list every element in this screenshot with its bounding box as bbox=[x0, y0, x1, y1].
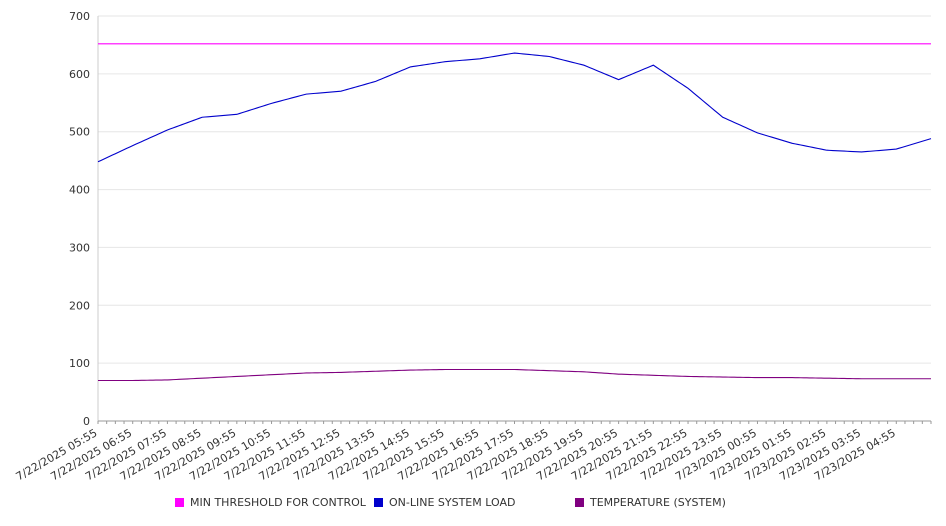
x-axis-ticks: 7/22/2025 05:557/22/2025 06:557/22/2025 … bbox=[14, 426, 898, 483]
y-tick-label: 0 bbox=[83, 415, 90, 428]
legend-label: MIN THRESHOLD FOR CONTROL bbox=[190, 496, 366, 509]
legend-swatch bbox=[175, 498, 184, 507]
legend-item: TEMPERATURE (SYSTEM) bbox=[575, 496, 726, 509]
legend: MIN THRESHOLD FOR CONTROL ON-LINE SYSTEM … bbox=[0, 496, 946, 516]
y-tick-label: 100 bbox=[69, 357, 90, 370]
gridlines bbox=[98, 15, 931, 364]
axes bbox=[97, 16, 932, 424]
y-axis-ticks: 0 100 200 300 400 500 600 700 bbox=[69, 10, 90, 428]
legend-label: TEMPERATURE (SYSTEM) bbox=[590, 496, 726, 509]
series-line-2 bbox=[98, 368, 931, 382]
y-tick-label: 200 bbox=[69, 299, 90, 312]
legend-label: ON-LINE SYSTEM LOAD bbox=[389, 496, 516, 509]
legend-swatch bbox=[575, 498, 584, 507]
y-tick-label: 700 bbox=[69, 10, 90, 23]
y-tick-label: 600 bbox=[69, 68, 90, 81]
y-tick-label: 400 bbox=[69, 184, 90, 197]
y-tick-label: 300 bbox=[69, 241, 90, 254]
series-line-1 bbox=[97, 52, 932, 163]
series-lines bbox=[97, 43, 932, 382]
y-tick-label: 500 bbox=[69, 126, 90, 139]
legend-item: ON-LINE SYSTEM LOAD bbox=[374, 496, 515, 509]
legend-swatch bbox=[374, 498, 383, 507]
legend-item: MIN THRESHOLD FOR CONTROL bbox=[175, 496, 366, 509]
